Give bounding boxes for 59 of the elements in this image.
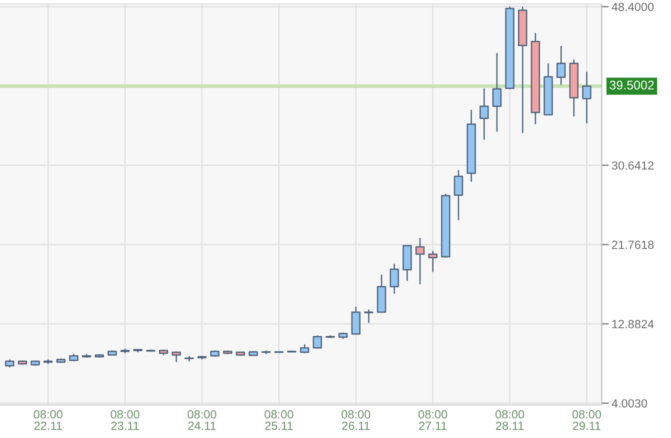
candlestick xyxy=(351,306,360,336)
candlestick xyxy=(172,350,181,363)
candlestick xyxy=(18,360,28,366)
candlestick xyxy=(30,360,40,366)
candlestick xyxy=(223,350,232,355)
candlestick xyxy=(402,244,412,282)
y-tick-label: 30.6412 xyxy=(612,161,654,170)
x-tick-label: 08:00 29.11 xyxy=(572,410,602,430)
candlestick xyxy=(505,6,514,90)
candlestick xyxy=(518,6,528,134)
x-tick-label: 08:00 28.11 xyxy=(495,410,524,430)
x-tick-label: 08:00 24.11 xyxy=(188,410,216,430)
candlestick xyxy=(5,358,14,368)
candlestick xyxy=(158,349,168,356)
candlestick xyxy=(492,52,502,132)
candlestick xyxy=(236,352,246,357)
candlestick xyxy=(56,358,66,364)
candlestick xyxy=(82,353,92,358)
candlestick xyxy=(569,58,579,118)
x-tick-label: 08:00 27.11 xyxy=(418,410,448,430)
candlestick xyxy=(390,263,399,294)
candlestick xyxy=(364,308,374,324)
candlestick xyxy=(312,334,322,350)
candlestick xyxy=(300,344,310,354)
candlestick xyxy=(197,355,207,360)
candlestick xyxy=(133,349,142,353)
candlestick xyxy=(556,45,566,86)
candlestick xyxy=(248,350,258,357)
x-tick-label: 08:00 22.11 xyxy=(34,410,62,430)
candlestick xyxy=(184,355,194,362)
y-tick-label: 12.8824 xyxy=(612,320,654,328)
candlestick xyxy=(210,350,220,358)
candlestick xyxy=(454,169,464,221)
y-tick-label: 48.4000 xyxy=(612,2,654,12)
y-tick-label: 21.7618 xyxy=(612,240,654,249)
x-tick-label: 08:00 25.11 xyxy=(264,410,294,430)
candlestick xyxy=(415,237,425,286)
candlestick xyxy=(146,349,156,352)
candlestick xyxy=(480,88,489,140)
candlestick xyxy=(376,274,386,314)
candlestick xyxy=(544,62,553,116)
candlestick xyxy=(43,358,53,365)
candlestick xyxy=(120,348,130,354)
ref-line-label: 39.5002 xyxy=(610,80,654,90)
candlestick xyxy=(287,350,296,353)
candlestick xyxy=(428,250,438,273)
candlestick xyxy=(582,71,592,124)
candlestick xyxy=(262,350,271,355)
y-tick-label: 4.0030 xyxy=(612,399,648,408)
candlestick xyxy=(530,32,540,125)
candlestick xyxy=(69,353,78,362)
candlestick xyxy=(338,332,348,340)
x-tick-label: 08:00 26.11 xyxy=(342,410,370,430)
candlestick xyxy=(466,109,476,182)
candlestick xyxy=(326,334,335,339)
x-tick-label: 08:00 23.11 xyxy=(110,410,140,430)
candlestick xyxy=(94,353,104,358)
candlestick xyxy=(441,193,450,258)
candlestick xyxy=(108,350,117,356)
